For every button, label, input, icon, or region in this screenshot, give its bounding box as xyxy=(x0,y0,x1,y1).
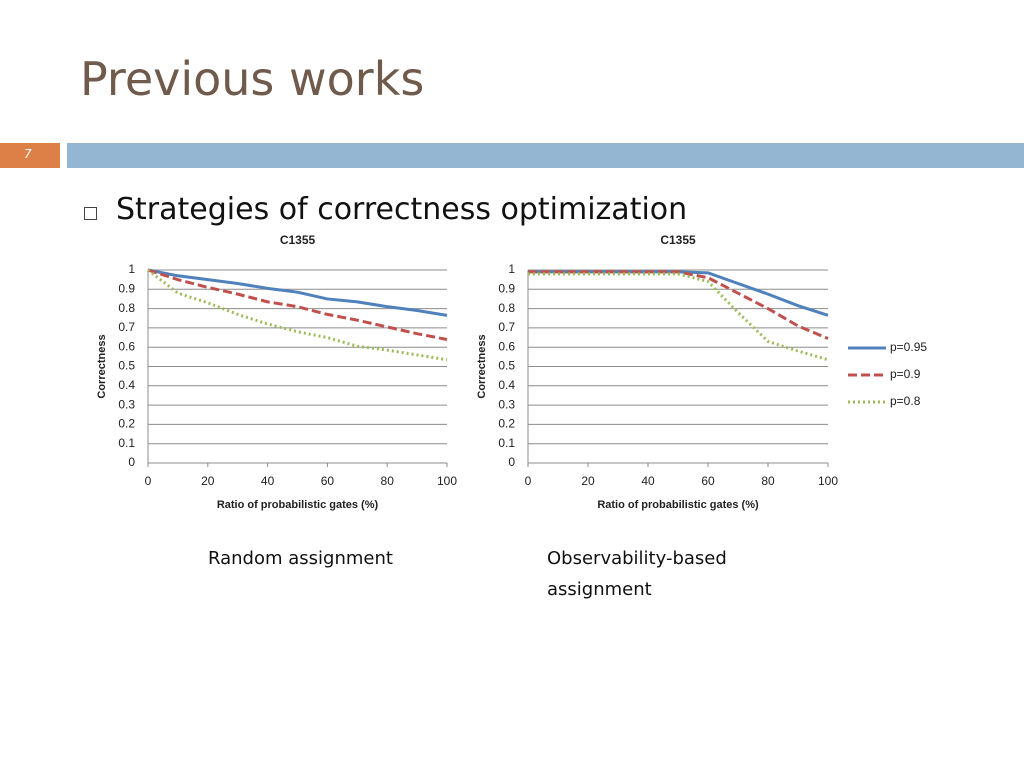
y-tick-label: 1 xyxy=(128,262,135,276)
x-tick-label: 20 xyxy=(581,474,595,488)
x-axis-label: Ratio of probabilistic gates (%) xyxy=(597,499,759,511)
bullet-text: Strategies of correctness optimization xyxy=(116,192,688,227)
y-tick-label: 0.6 xyxy=(118,339,135,353)
page-number-box xyxy=(0,143,60,168)
y-tick-label: 0.6 xyxy=(498,339,515,353)
x-tick-label: 40 xyxy=(261,474,275,488)
legend-label: p=0.95 xyxy=(890,340,927,354)
caption: Random assignment xyxy=(208,548,393,569)
x-tick-label: 20 xyxy=(201,474,215,488)
y-tick-label: 0.8 xyxy=(118,301,135,315)
x-tick-label: 0 xyxy=(145,474,152,488)
y-tick-label: 1 xyxy=(508,262,515,276)
y-tick-label: 0.3 xyxy=(498,397,515,411)
x-tick-label: 100 xyxy=(818,474,838,488)
data-line xyxy=(147,268,448,362)
x-tick-label: 40 xyxy=(641,474,655,488)
header-bar xyxy=(67,143,1024,168)
y-tick-label: 0.9 xyxy=(118,281,135,295)
x-tick-label: 80 xyxy=(381,474,395,488)
y-axis-label: Correctness xyxy=(96,334,108,398)
slide-title: Previous works xyxy=(80,52,425,106)
legend-label: p=0.9 xyxy=(890,367,921,381)
y-tick-label: 0 xyxy=(128,455,135,469)
chart-title: C1355 xyxy=(660,233,696,247)
y-tick-label: 0.4 xyxy=(498,378,515,392)
data-line xyxy=(528,270,829,340)
y-axis-label: Correctness xyxy=(476,334,488,398)
y-tick-label: 0.5 xyxy=(118,359,135,373)
y-tick-label: 0.2 xyxy=(498,417,515,431)
y-tick-label: 0.9 xyxy=(498,281,515,295)
y-tick-label: 0.4 xyxy=(118,378,135,392)
x-tick-label: 80 xyxy=(761,474,775,488)
data-line xyxy=(147,268,448,317)
data-line xyxy=(528,272,829,362)
y-tick-label: 0.3 xyxy=(118,397,135,411)
chart-title: C1355 xyxy=(280,233,316,247)
y-tick-label: 0.1 xyxy=(118,436,135,450)
y-tick-label: 0.7 xyxy=(498,320,515,334)
y-tick-label: 0.8 xyxy=(498,301,515,315)
y-tick-label: 0 xyxy=(508,455,515,469)
x-axis-label: Ratio of probabilistic gates (%) xyxy=(217,499,379,511)
bullet-marker xyxy=(84,207,97,220)
caption: Observability-based assignment xyxy=(547,548,727,600)
y-tick-label: 0.1 xyxy=(498,436,515,450)
x-tick-label: 60 xyxy=(321,474,335,488)
y-tick-label: 0.2 xyxy=(118,417,135,431)
data-line xyxy=(147,268,448,341)
y-tick-label: 0.7 xyxy=(118,320,135,334)
x-tick-label: 60 xyxy=(701,474,715,488)
x-tick-label: 100 xyxy=(437,474,457,488)
page-number: 7 xyxy=(24,147,32,161)
x-tick-label: 0 xyxy=(525,474,532,488)
legend-label: p=0.8 xyxy=(890,394,921,408)
y-tick-label: 0.5 xyxy=(498,359,515,373)
